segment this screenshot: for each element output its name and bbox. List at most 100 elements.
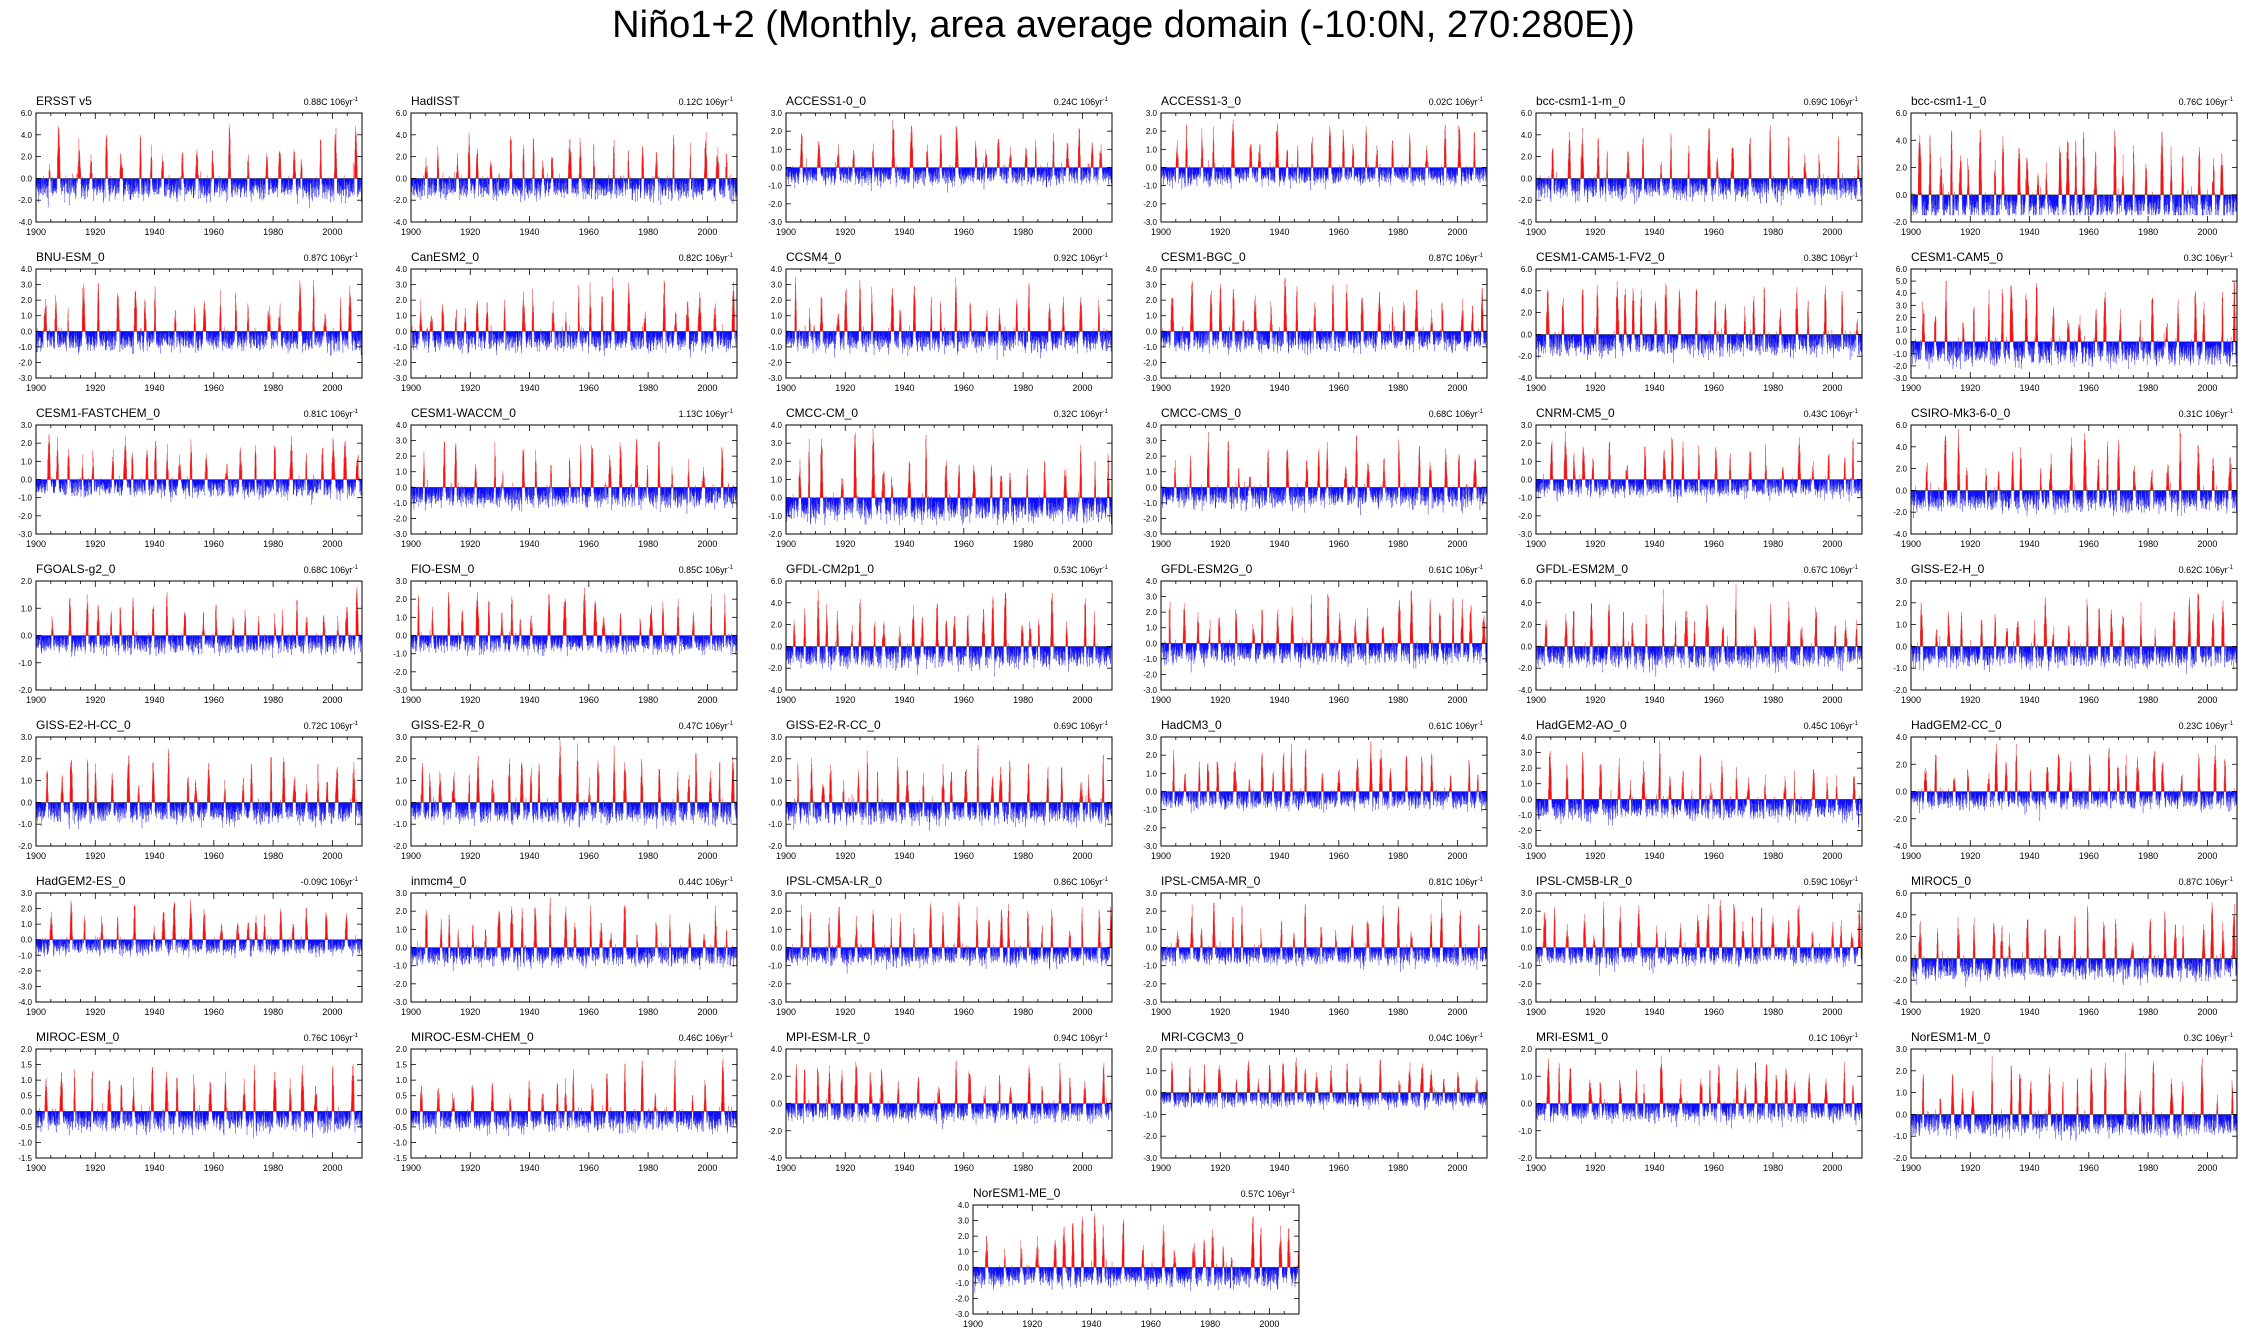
x-tick-label: 1920 [1585,383,1605,393]
y-tick-label: 2.0 [1896,164,1908,173]
panel-title: CNRM-CM5_0 [1536,406,1615,420]
y-tick-label: 3.0 [771,281,783,290]
x-tick-label: 1940 [1645,227,1665,237]
y-tick-label: -3.0 [768,374,782,383]
negative-anomaly-bars [1535,479,1863,504]
x-tick-label: 1940 [520,1163,540,1173]
anomaly-trace [36,904,362,957]
panel-title: GISS-E2-R_0 [411,718,485,732]
positive-anomaly-bars [1536,584,1860,647]
x-tick-label: 1920 [460,851,480,861]
y-tick-label: 2.0 [21,905,33,914]
panel-trend: 0.45C 106yr-1 [1804,721,1859,731]
x-tick-label: 1900 [1151,227,1171,237]
panel-trend: 0.69C 106yr-1 [1804,97,1859,107]
x-tick-label: 1960 [204,851,224,861]
x-tick-label: 1960 [204,695,224,705]
y-tick-label: 2.0 [21,439,33,448]
y-tick-label: -2.0 [1893,815,1907,824]
x-tick-label: 1960 [1704,851,1724,861]
x-tick-label: 1980 [263,851,283,861]
y-tick-label: 0.0 [771,1100,783,1109]
y-tick-label: -2.0 [1893,976,1907,985]
panel-title: HadISST [411,94,460,108]
panel: ACCESS1-0_0 0.24C 106yr-1 -3.0 -2.0 -1.0 0.0 1… [768,94,1113,237]
y-tick-label: 1.0 [396,925,408,934]
y-tick-label: 3.0 [21,281,33,290]
y-tick-label: -1.0 [393,343,407,352]
x-tick-label: 1900 [26,383,46,393]
y-tick-label: -2.0 [18,686,32,695]
panel-title: GISS-E2-R-CC_0 [786,718,881,732]
y-tick-label: 0.0 [1896,642,1908,651]
panel-title: HadGEM2-CC_0 [1911,718,2002,732]
positive-anomaly-bars [789,1060,1111,1104]
y-tick-label: 2.0 [1896,599,1908,608]
x-tick-label: 1980 [1388,227,1408,237]
positive-anomaly-bars [1911,129,2232,195]
panel-title: ERSST v5 [36,94,92,108]
y-tick-label: 4.0 [1521,733,1533,742]
x-tick-label: 1980 [1013,851,1033,861]
y-tick-label: 3.0 [1146,281,1158,290]
y-tick-label: 0.0 [1146,944,1158,953]
anomaly-trace [1910,600,2237,670]
positive-anomaly-bars [39,1064,355,1112]
x-tick-label: 1960 [579,695,599,705]
positive-anomaly-bars [1539,125,1860,179]
y-tick-label: 4.0 [1521,599,1533,608]
x-tick-label: 1980 [1013,227,1033,237]
x-tick-label: 1920 [1960,227,1980,237]
panel: GFDL-ESM2M_0 0.67C 106yr-1 -4.0 -2.0 0.0 2.0 4… [1518,562,1863,705]
x-tick-label: 1980 [263,539,283,549]
y-tick-label: 1.0 [1521,1072,1533,1081]
y-tick-label: -2.0 [18,842,32,851]
positive-anomaly-bars [41,587,361,636]
x-tick-label: 2000 [1822,227,1842,237]
y-tick-label: 4.0 [1896,136,1908,145]
panel-title: inmcm4_0 [411,874,467,888]
x-tick-label: 1960 [204,227,224,237]
panel-title: CESM1-WACCM_0 [411,406,516,420]
x-tick-label: 1960 [1704,1163,1724,1173]
y-tick-label: -1.0 [768,820,782,829]
y-tick-label: -2.0 [1143,1132,1157,1141]
x-tick-label: 1940 [520,227,540,237]
panel: IPSL-CM5A-MR_0 0.81C 106yr-1 -3.0 -2.0 -1.0 0… [1143,874,1488,1017]
anomaly-trace [1910,908,2237,984]
positive-anomaly-bars [1164,590,1486,644]
y-tick-label: -1.0 [18,1138,32,1147]
y-tick-label: 4.0 [958,1201,970,1210]
y-tick-label: 2.0 [1521,764,1533,773]
anomaly-trace [410,287,737,354]
x-tick-label: 1940 [1270,539,1290,549]
x-tick-label: 2000 [1447,1163,1467,1173]
panel-frame [1535,580,1863,691]
y-tick-label: 0.5 [21,1092,33,1101]
panel-trend: 0.88C 106yr-1 [304,97,359,107]
panel: MIROC-ESM-CHEM_0 0.46C 106yr-1 -1.5 -1.0 -0.… [393,1030,738,1173]
panel-title: CESM1-CAM5-1-FV2_0 [1536,250,1665,264]
panel-trend: 0.94C 106yr-1 [1054,1033,1109,1043]
panel-title: CESM1-CAM5_0 [1911,250,2003,264]
y-tick-label: 3.0 [1896,577,1908,586]
anomaly-trace [35,754,362,827]
y-tick-label: 0.0 [1146,327,1158,336]
negative-anomaly-bars [785,331,1113,361]
y-tick-label: -4.0 [18,998,32,1007]
y-tick-label: 3.0 [771,733,783,742]
x-tick-label: 1960 [1329,1007,1349,1017]
x-tick-label: 1900 [26,539,46,549]
y-tick-label: -2.0 [393,514,407,523]
x-tick-label: 1980 [1388,1007,1408,1017]
x-tick-label: 1940 [145,1163,165,1173]
x-tick-label: 1920 [85,695,105,705]
x-tick-label: 1900 [401,695,421,705]
y-tick-label: 3.0 [21,889,33,898]
y-tick-label: -4.0 [1518,374,1532,383]
x-tick-label: 1960 [2079,227,2099,237]
x-tick-label: 1920 [1960,695,1980,705]
y-tick-label: 4.0 [1146,265,1158,274]
panel: CESM1-BGC_0 0.87C 106yr-1 -3.0 -2.0 -1.0 0.0 1… [1143,250,1488,393]
panel-title: MIROC-ESM_0 [36,1030,120,1044]
